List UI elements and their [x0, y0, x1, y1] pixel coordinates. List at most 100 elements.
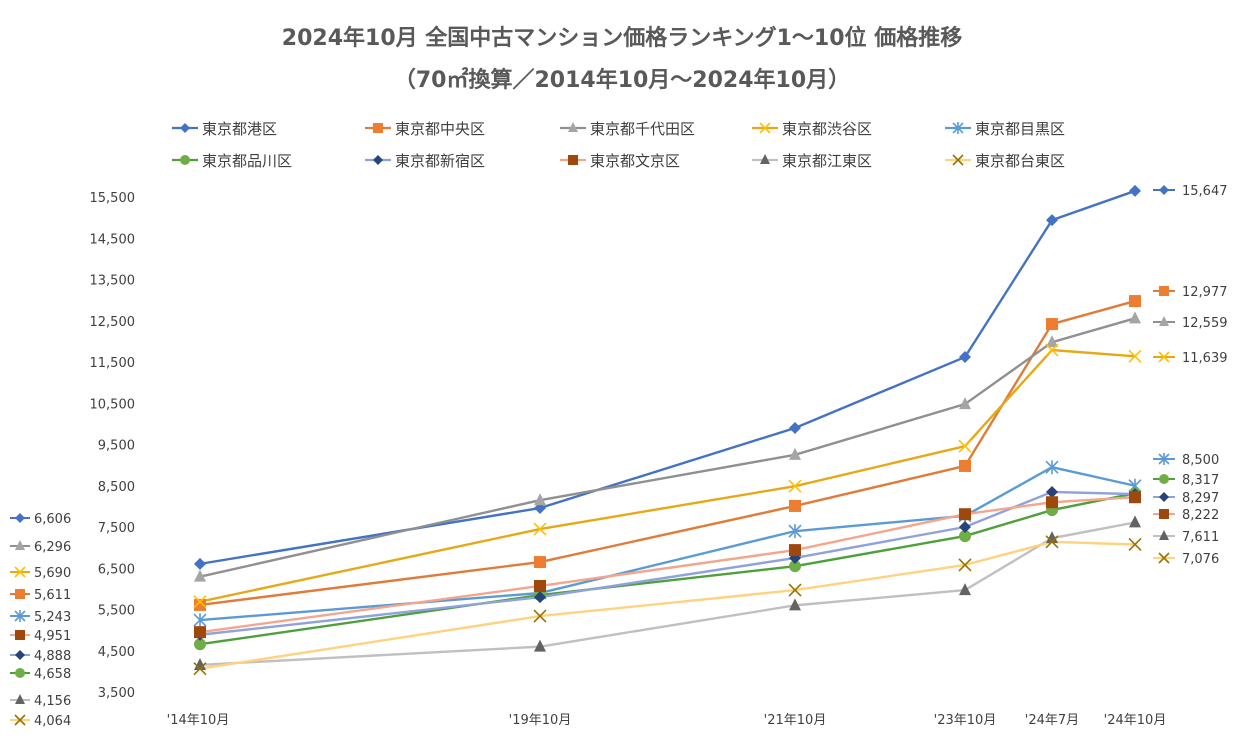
data-point	[959, 459, 971, 472]
y-tick-label: 11,500	[90, 356, 136, 371]
end-value-label: 8,222	[1182, 508, 1219, 523]
data-point	[959, 508, 971, 521]
legend-item: 東京都目黒区	[945, 120, 1065, 138]
end-label-marker	[1159, 530, 1169, 540]
start-label-marker	[15, 630, 25, 640]
data-point	[1129, 295, 1141, 308]
end-value-label: 8,317	[1182, 473, 1219, 488]
data-point	[1046, 214, 1058, 227]
x-tick-label: '21年10月	[764, 713, 827, 728]
series-line	[199, 317, 1136, 578]
y-tick-label: 14,500	[90, 232, 136, 247]
start-label-marker	[14, 714, 26, 726]
start-value-label: 5,690	[34, 566, 71, 581]
start-label-marker	[15, 650, 25, 660]
legend-marker-x-icon	[759, 122, 771, 134]
legend-marker-diamond-icon	[373, 155, 383, 165]
x-tick-label: '14年10月	[167, 713, 230, 728]
start-value-label: 6,296	[34, 540, 71, 555]
legend-item: 東京都台東区	[945, 152, 1065, 170]
data-point	[959, 397, 971, 410]
legend-marker-x-icon	[952, 154, 964, 166]
legend-label: 東京都目黒区	[975, 120, 1065, 138]
y-tick-label: 3,500	[98, 686, 135, 701]
series-line	[199, 490, 1136, 636]
data-point	[194, 598, 206, 611]
legend-marker-square-icon	[373, 123, 383, 133]
data-point	[1046, 335, 1058, 348]
start-label-marker	[15, 589, 25, 599]
end-value-label: 12,559	[1182, 316, 1228, 331]
y-tick-label: 9,500	[98, 439, 135, 454]
y-tick-label: 13,500	[90, 274, 136, 289]
start-label-marker	[14, 566, 26, 578]
legend-label: 東京都千代田区	[590, 120, 695, 138]
legend-marker-triangle-icon	[568, 122, 578, 132]
data-point	[1128, 537, 1142, 552]
end-label-marker	[1159, 185, 1169, 195]
end-label-marker	[1159, 316, 1169, 326]
data-point	[1046, 318, 1058, 331]
start-value-label: 6,606	[34, 512, 71, 527]
legend-item: 東京都文京区	[560, 152, 680, 170]
x-tick-label: '24年10月	[1104, 713, 1167, 728]
x-tick-label: '24年7月	[1025, 713, 1079, 728]
end-label-marker	[1159, 492, 1169, 502]
start-label-marker	[15, 694, 25, 704]
data-point	[534, 639, 546, 652]
legend-label: 東京都新宿区	[395, 152, 485, 170]
data-point	[1129, 184, 1141, 197]
data-point	[533, 609, 547, 623]
legend-label: 東京都渋谷区	[782, 120, 872, 138]
data-point	[1045, 460, 1059, 475]
data-point	[789, 560, 801, 573]
legend-marker-square-icon	[568, 155, 578, 165]
data-point	[1046, 496, 1058, 509]
end-label-marker	[1159, 286, 1169, 296]
legend-item: 東京都千代田区	[560, 120, 695, 138]
legend-label: 東京都台東区	[975, 152, 1065, 170]
series-line	[199, 465, 1136, 622]
data-point	[958, 439, 972, 453]
end-value-label: 11,639	[1182, 351, 1228, 366]
legend-item: 東京都新宿区	[365, 152, 485, 170]
legend-marker-asterisk-icon	[952, 122, 964, 134]
start-value-label: 4,951	[34, 629, 71, 644]
end-value-label: 8,500	[1182, 453, 1219, 468]
data-point	[194, 557, 206, 570]
data-point	[788, 583, 802, 597]
data-point	[1046, 485, 1058, 498]
start-label-marker	[15, 540, 25, 550]
y-tick-label: 5,500	[98, 604, 135, 619]
data-point	[1129, 311, 1141, 324]
x-tick-label: '19年10月	[509, 713, 572, 728]
data-point	[1128, 349, 1142, 363]
data-point	[194, 569, 206, 582]
series-line	[199, 299, 1136, 607]
data-point	[1129, 491, 1141, 504]
data-point	[534, 556, 546, 569]
y-tick-label: 15,500	[90, 191, 136, 206]
data-point	[789, 544, 801, 557]
legend-item: 東京都中央区	[365, 120, 485, 138]
end-label-marker	[1158, 552, 1170, 564]
data-point	[1045, 343, 1059, 357]
data-point	[959, 583, 971, 596]
chart-subtitle: （70㎡換算／2014年10月～2024年10月）	[393, 68, 851, 93]
data-point	[534, 579, 546, 592]
data-point	[959, 521, 971, 533]
series-line	[199, 189, 1136, 566]
end-value-label: 8,297	[1182, 491, 1219, 506]
data-point	[958, 558, 972, 572]
legend-item: 東京都江東区	[752, 152, 872, 170]
end-value-label: 7,076	[1182, 552, 1219, 567]
data-point	[533, 522, 547, 536]
start-value-label: 4,064	[34, 714, 71, 729]
start-value-label: 4,658	[34, 667, 71, 682]
end-label-marker	[1158, 453, 1170, 465]
chart-title: 2024年10月 全国中古マンション価格ランキング1～10位 価格推移	[281, 26, 963, 51]
y-tick-label: 10,500	[90, 397, 136, 412]
y-tick-label: 4,500	[98, 645, 135, 660]
legend-item: 東京都渋谷区	[752, 120, 872, 138]
